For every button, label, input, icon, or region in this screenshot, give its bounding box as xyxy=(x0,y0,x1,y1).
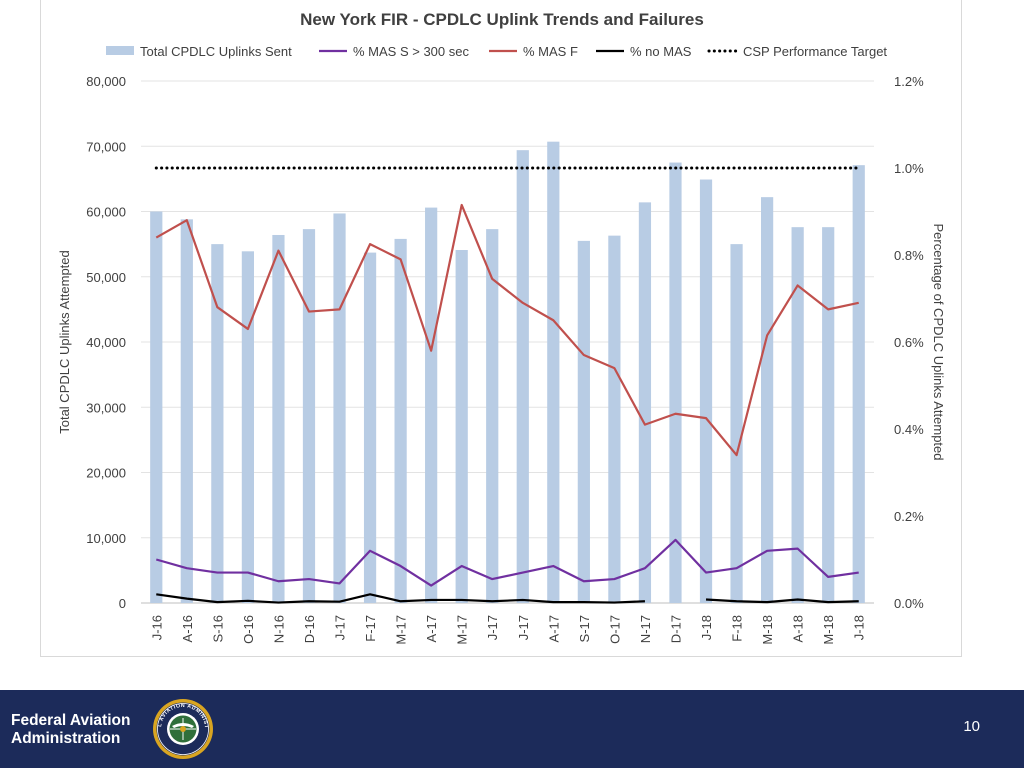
left-tick-label: 40,000 xyxy=(86,335,126,350)
x-tick-label: M-17 xyxy=(394,615,409,645)
left-tick-label: 20,000 xyxy=(86,466,126,481)
bar xyxy=(486,229,499,603)
x-tick-label: N-16 xyxy=(271,615,286,643)
bar xyxy=(760,197,774,603)
x-tick-label: A-17 xyxy=(546,615,561,642)
left-tick-label: 70,000 xyxy=(86,139,126,154)
x-tick-label: J-17 xyxy=(516,615,531,640)
x-tick-label: D-16 xyxy=(302,615,317,643)
bar xyxy=(272,234,285,604)
x-tick-label: J-16 xyxy=(149,615,164,640)
right-tick-label: 0.0% xyxy=(894,596,924,611)
legend-swatch xyxy=(106,46,134,55)
x-tick-label: D-17 xyxy=(668,615,683,643)
bar xyxy=(730,244,743,603)
left-tick-label: 10,000 xyxy=(86,531,126,546)
bar xyxy=(302,229,316,603)
series-line xyxy=(156,593,645,604)
legend-label: Total CPDLC Uplinks Sent xyxy=(140,44,292,59)
right-tick-label: 1.2% xyxy=(894,74,924,89)
bar xyxy=(425,207,438,603)
x-tick-label: M-18 xyxy=(760,615,775,645)
legend-label: % MAS S > 300 sec xyxy=(353,44,469,59)
x-tick-label: O-16 xyxy=(241,615,256,644)
left-tick-label: 30,000 xyxy=(86,400,126,415)
x-tick-label: J-17 xyxy=(485,615,500,640)
bar xyxy=(699,179,713,603)
series-line xyxy=(155,203,859,457)
x-tick-label: F-18 xyxy=(730,615,745,642)
bar xyxy=(822,227,835,603)
bar xyxy=(608,235,621,603)
x-tick-label: S-16 xyxy=(210,615,225,642)
x-tick-label: O-17 xyxy=(607,615,622,644)
x-tick-label: J-18 xyxy=(699,615,714,640)
series-line xyxy=(705,598,859,604)
x-tick-label: S-17 xyxy=(577,615,592,642)
right-tick-label: 0.2% xyxy=(894,509,924,524)
bar xyxy=(211,244,224,603)
legend-label: % MAS F xyxy=(523,44,578,59)
legend-label: % no MAS xyxy=(630,44,692,59)
lines xyxy=(154,166,861,604)
legend: Total CPDLC Uplinks Sent % MAS S > 300 se… xyxy=(106,44,887,59)
right-tick-label: 1.0% xyxy=(894,161,924,176)
organization-name-line-2: Administration xyxy=(11,730,121,747)
chart-frame: New York FIR - CPDLC Uplink Trends and F… xyxy=(40,0,962,657)
bar xyxy=(638,202,652,604)
bar xyxy=(241,251,255,604)
series-line xyxy=(155,538,859,587)
bar xyxy=(180,219,193,603)
bar xyxy=(333,213,346,603)
left-tick-label: 50,000 xyxy=(86,270,126,285)
bar xyxy=(363,252,377,604)
bar xyxy=(150,211,163,603)
right-tick-label: 0.8% xyxy=(894,248,924,263)
bar xyxy=(516,150,529,604)
chart-title: New York FIR - CPDLC Uplink Trends and F… xyxy=(300,10,704,29)
x-tick-label: J-18 xyxy=(852,615,867,640)
y2-axis-label: Percentage of CPDLC Uplinks Attempted xyxy=(931,223,946,460)
bar xyxy=(394,238,407,603)
x-tick-label: M-18 xyxy=(821,615,836,645)
bar xyxy=(669,162,682,603)
faa-seal-icon: FEDERAL AVIATION ADMINISTRATION xyxy=(152,698,213,759)
x-axis: J-16 A-16 S-16 O-16 N-16 D-16 J-17 F-17 M-17 A-17… xyxy=(149,615,866,645)
bar xyxy=(852,165,865,604)
gridlines xyxy=(141,80,874,604)
left-axis: 0 10,000 20,000 30,000 40,000 50,000 60,000 70,… xyxy=(86,74,126,611)
x-tick-label: A-16 xyxy=(180,615,195,642)
page-number: 10 xyxy=(963,718,980,735)
x-tick-label: A-18 xyxy=(791,615,806,642)
organization-name-line-1: Federal Aviation xyxy=(11,712,131,729)
x-tick-label: A-17 xyxy=(424,615,439,642)
bar xyxy=(791,227,804,603)
organization-name: Federal Aviation Administration xyxy=(11,712,130,748)
bars xyxy=(150,141,865,604)
legend-label: CSP Performance Target xyxy=(743,44,887,59)
x-tick-label: M-17 xyxy=(455,615,470,645)
left-tick-label: 0 xyxy=(119,596,126,611)
x-tick-label: N-17 xyxy=(638,615,653,643)
bar xyxy=(455,249,468,603)
y-axis-label: Total CPDLC Uplinks Attempted xyxy=(57,250,72,434)
x-tick-label: J-17 xyxy=(333,615,348,640)
chart-svg: New York FIR - CPDLC Uplink Trends and F… xyxy=(57,10,946,645)
right-tick-label: 0.6% xyxy=(894,335,924,350)
footer-bar: Federal Aviation Administration FEDERAL … xyxy=(0,690,1024,768)
bar xyxy=(577,240,590,604)
left-tick-label: 60,000 xyxy=(86,205,126,220)
x-tick-label: F-17 xyxy=(363,615,378,642)
bar xyxy=(547,141,560,603)
left-tick-label: 80,000 xyxy=(86,74,126,89)
right-axis: 0.0% 0.2% 0.4% 0.6% 0.8% 1.0% 1.2% xyxy=(894,74,924,611)
right-tick-label: 0.4% xyxy=(894,422,924,437)
